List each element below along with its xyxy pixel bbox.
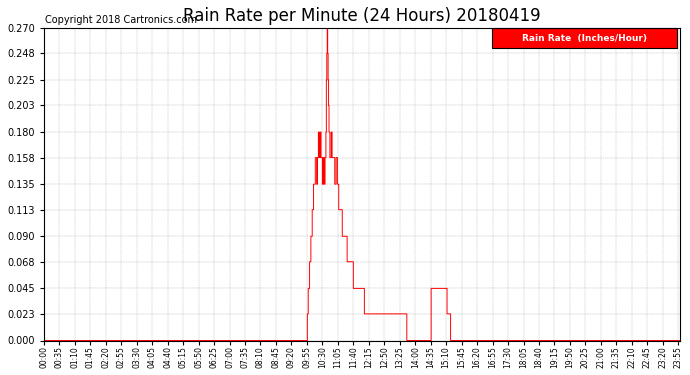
- Text: Copyright 2018 Cartronics.com: Copyright 2018 Cartronics.com: [45, 15, 197, 25]
- Title: Rain Rate per Minute (24 Hours) 20180419: Rain Rate per Minute (24 Hours) 20180419: [183, 7, 541, 25]
- Text: Rain Rate  (Inches/Hour): Rain Rate (Inches/Hour): [522, 33, 647, 42]
- Bar: [493, 28, 677, 48]
